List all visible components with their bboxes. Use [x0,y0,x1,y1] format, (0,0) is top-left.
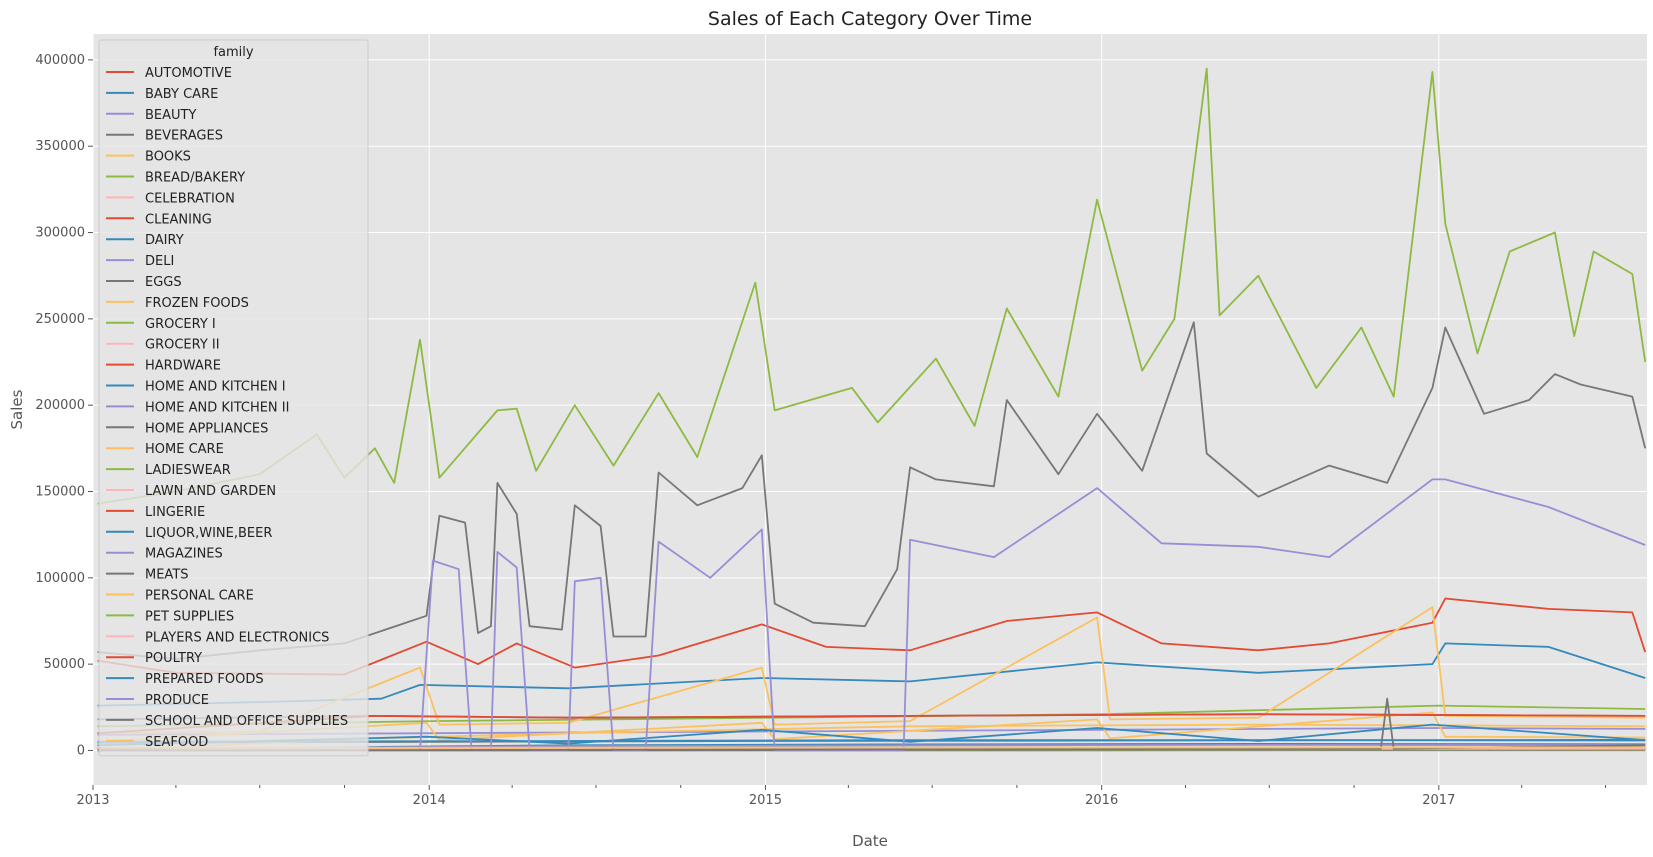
legend-label: CELEBRATION [145,191,235,206]
legend-label: BOOKS [145,150,191,165]
legend-label: SCHOOL AND OFFICE SUPPLIES [145,714,348,729]
legend-box [98,39,369,757]
legend-label: PERSONAL CARE [145,589,254,604]
legend-label: POULTRY [145,651,202,666]
series-line [97,321,1647,660]
legend-title: family [213,45,253,60]
legend-label: PRODUCE [145,693,209,708]
chart-title: Sales of Each Category Over Time [708,8,1032,30]
legend-label: LADIESWEAR [145,463,231,478]
legend-label: LINGERIE [145,505,205,520]
y-tick-label: 300000 [35,226,85,241]
legend-label: BEAUTY [145,108,196,123]
y-tick-label: 200000 [35,398,85,413]
legend-label: SEAFOOD [145,735,208,750]
legend-label: GROCERY I [145,317,216,332]
legend-entries: AUTOMOTIVE BABY CARE BEAUTY BEVERAGES BOOKS B… [106,66,348,750]
legend-label: LAWN AND GARDEN [145,484,276,499]
legend-label: EGGS [145,275,182,290]
legend-label: HOME AND KITCHEN I [145,380,286,395]
series-line [97,597,1647,676]
x-tick-label: 2017 [1422,793,1455,808]
legend-label: AUTOMOTIVE [145,66,232,81]
legend-label: MAGAZINES [145,547,223,562]
legend: family AUTOMOTIVE BABY CARE BEAUTY BEVERAGE… [98,39,369,757]
y-tick-label: 250000 [35,312,85,327]
legend-label: CLEANING [145,212,212,227]
legend-label: MEATS [145,568,189,583]
legend-label: BABY CARE [145,87,218,102]
legend-label: HOME AND KITCHEN II [145,400,289,415]
series-line [97,67,1647,505]
y-axis: 0 50000 100000 150000 200000 250000 300000 3500… [35,53,93,758]
x-tick-label: 2016 [1085,793,1118,808]
legend-label: BREAD/BAKERY [145,171,245,186]
legend-label: DAIRY [145,233,184,248]
legend-label: DELI [145,254,174,269]
x-tick-label: 2015 [749,793,782,808]
y-tick-label: 400000 [35,53,85,68]
y-tick-label: 50000 [44,657,85,672]
series-line [97,723,1646,747]
legend-label: PLAYERS AND ELECTRONICS [145,630,329,645]
legend-label: LIQUOR,WINE,BEER [145,526,272,541]
legend-label: PREPARED FOODS [145,672,264,687]
y-tick-label: 150000 [35,485,85,500]
x-axis: 2013 2014 2015 2016 2017 [76,785,1607,808]
series-line [97,606,1646,735]
x-tick-label: 2014 [413,793,446,808]
legend-label: BEVERAGES [145,129,223,144]
series-line [97,739,1646,743]
y-tick-label: 0 [77,743,85,758]
legend-label: GROCERY II [145,338,220,353]
y-tick-label: 350000 [35,139,85,154]
legend-label: PET SUPPLIES [145,609,234,624]
legend-label: HOME CARE [145,442,224,457]
legend-label: FROZEN FOODS [145,296,249,311]
legend-label: HOME APPLIANCES [145,421,268,436]
x-tick-label: 2013 [76,793,109,808]
series-line [97,642,1646,707]
series-lines [97,67,1647,752]
y-axis-label: Sales [8,389,26,429]
y-tick-label: 100000 [35,571,85,586]
x-axis-label: Date [852,832,888,850]
legend-label: HARDWARE [145,359,221,374]
